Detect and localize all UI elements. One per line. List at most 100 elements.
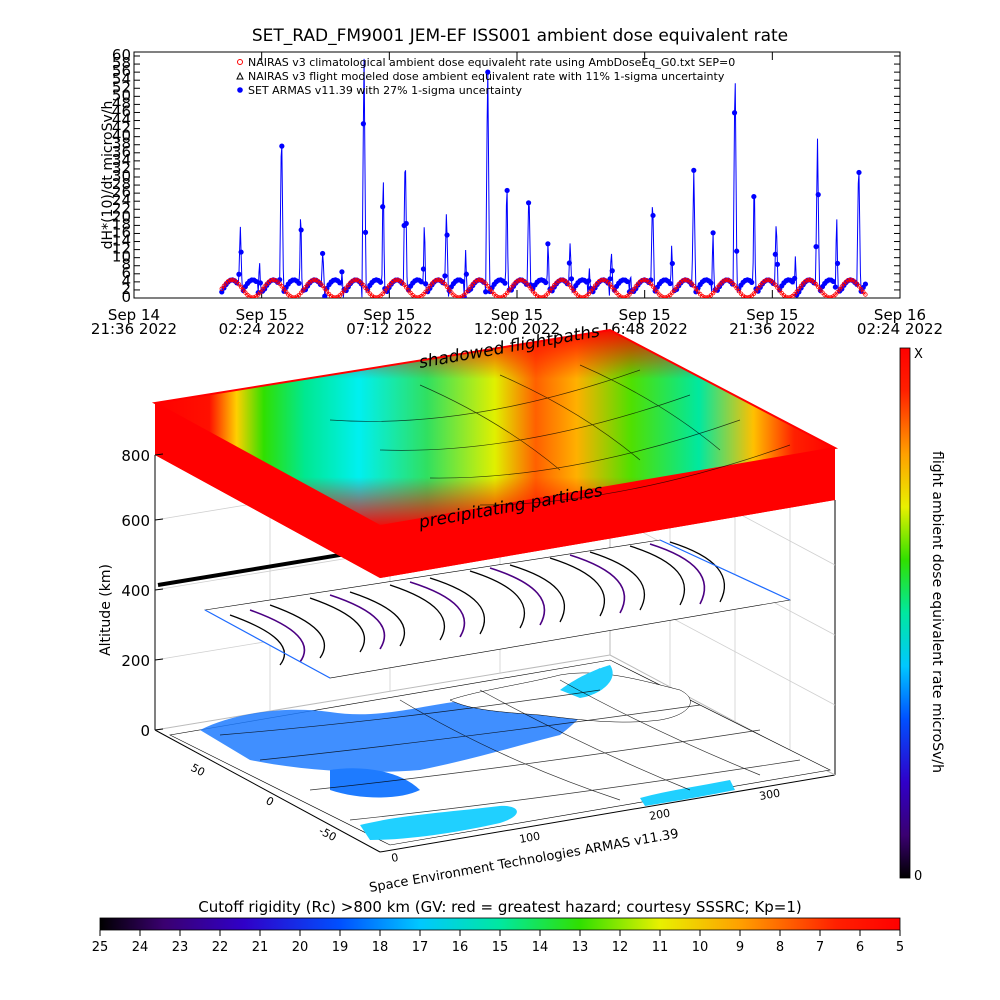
- rigidity-tick-label: 21: [252, 940, 269, 955]
- climatological-point: [846, 278, 851, 283]
- y-tick-label: 18: [112, 215, 131, 233]
- armas-point: [339, 269, 345, 275]
- climatological-point: [803, 279, 808, 284]
- armas-point: [504, 187, 510, 194]
- climatological-point: [320, 283, 325, 288]
- climatological-point: [794, 289, 799, 294]
- climatological-point: [796, 286, 802, 291]
- climatological-point: [268, 278, 274, 283]
- climatological-point: [661, 295, 666, 298]
- climatological-point: [303, 284, 308, 290]
- climatological-point: [477, 277, 482, 283]
- climatological-point: [322, 286, 327, 291]
- climatological-point: [717, 282, 722, 287]
- climatological-point: [633, 284, 639, 289]
- x-tick-label-time: 12:00 2022: [474, 320, 560, 338]
- rigidity-tick-label: 12: [612, 940, 629, 955]
- climatological-point: [828, 295, 834, 298]
- armas-point: [669, 260, 675, 267]
- armas-point: [236, 271, 242, 277]
- y-tick-label: 16: [112, 223, 131, 241]
- climatological-point: [509, 285, 514, 290]
- armas-point: [813, 244, 819, 250]
- climatological-point: [816, 284, 821, 290]
- y-tick-label: 58: [112, 54, 131, 72]
- y-tick-label: 34: [112, 151, 131, 169]
- climatological-point: [813, 282, 819, 287]
- climatological-point: [309, 278, 315, 283]
- altitude-tick-label: 400: [121, 582, 150, 600]
- climatological-point: [798, 283, 804, 289]
- latitude-tick-label: -50: [317, 824, 339, 844]
- y-tick-label: 30: [112, 167, 131, 185]
- legend-marker-climatological: [237, 59, 243, 65]
- rigidity-colorbar-ticks: 25 24 23 22 21 20 19 18 17 16 15 14 13 12 11 10 9 8 7 6 5: [92, 930, 904, 955]
- y-tick-label: 12: [112, 240, 131, 258]
- x-tick-label-date: Sep 15: [491, 306, 543, 324]
- climatological-point: [318, 281, 323, 286]
- armas-point: [832, 284, 838, 290]
- climatological-point: [560, 277, 566, 283]
- x-tick-label-time: 21:36 2022: [91, 320, 177, 338]
- climatological-point: [466, 287, 471, 292]
- climatological-point: [446, 287, 452, 292]
- y-tick-label: 36: [112, 143, 131, 161]
- rigidity-tick-label: 11: [652, 940, 669, 955]
- climatological-point: [483, 281, 488, 286]
- climatological-point: [601, 277, 606, 283]
- armas-point: [749, 279, 755, 285]
- armas-point: [459, 278, 465, 284]
- climatological-point: [824, 294, 830, 298]
- armas-point: [774, 261, 781, 267]
- rigidity-tick-label: 23: [172, 940, 189, 955]
- climatological-point: [416, 295, 422, 298]
- climatological-point: [592, 283, 598, 288]
- climatological-point: [290, 295, 295, 298]
- climatological-point: [414, 295, 420, 298]
- climatological-point: [436, 277, 441, 283]
- climatological-point: [339, 291, 345, 296]
- rigidity-tick-label: 16: [452, 940, 469, 955]
- climatological-point: [537, 295, 542, 298]
- y-tick-label: 50: [112, 86, 131, 104]
- climatological-point: [721, 278, 727, 283]
- climatological-point: [725, 277, 731, 283]
- dose-colorbar: X 0 flight ambient dose equivalent rate …: [899, 347, 945, 884]
- x-tick-label-date: Sep 15: [746, 306, 798, 324]
- climatological-point: [361, 282, 366, 288]
- climatological-point: [689, 281, 694, 286]
- climatological-point: [352, 277, 357, 283]
- climatological-point: [271, 277, 276, 283]
- armas-point: [710, 230, 716, 236]
- climatological-point: [262, 284, 267, 289]
- rigidity-tick-label: 5: [896, 940, 904, 955]
- armas-point: [418, 279, 424, 285]
- longitude-tick-label: 0: [390, 851, 399, 865]
- climatological-point: [311, 277, 317, 283]
- climatological-point: [650, 284, 656, 289]
- climatological-point: [839, 284, 845, 289]
- timeseries-y-axis-label: dH*(10)/dt microSv/h: [100, 101, 116, 250]
- climatological-point: [474, 278, 480, 283]
- x-tick-label-date: Sep 16: [874, 306, 926, 324]
- rigidity-tick-label: 14: [532, 940, 549, 955]
- longitude-tick-label: 300: [758, 787, 781, 803]
- climatological-point: [399, 280, 405, 285]
- climatological-point: [826, 295, 832, 298]
- y-tick-label: 0: [121, 288, 131, 306]
- climatological-point: [751, 291, 757, 296]
- x-tick-label-date: Sep 15: [619, 306, 671, 324]
- climatological-point: [713, 288, 718, 293]
- x-tick-label-time: 07:12 2022: [346, 320, 432, 338]
- climatological-point: [607, 282, 613, 287]
- altitude-tick-mark: [154, 518, 164, 521]
- dose-colorbar-bottom-label: 0: [914, 869, 922, 884]
- climatological-point: [659, 294, 664, 298]
- armas-point: [586, 278, 592, 284]
- armas-point: [708, 280, 714, 286]
- climatological-point: [292, 295, 297, 298]
- altitude-tick-label: 200: [121, 652, 150, 670]
- y-tick-label: 42: [112, 119, 131, 137]
- climatological-point: [496, 295, 501, 298]
- climatological-point: [301, 287, 306, 293]
